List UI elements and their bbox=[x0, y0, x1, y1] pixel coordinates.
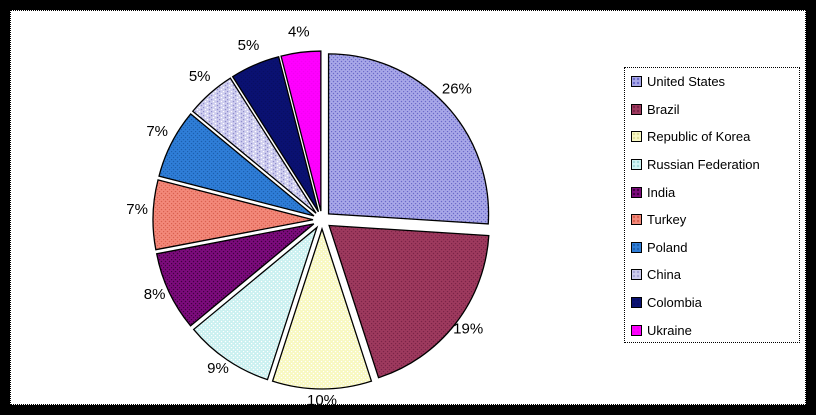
svg-text:8%: 8% bbox=[144, 286, 166, 303]
svg-text:7%: 7% bbox=[126, 201, 148, 218]
svg-text:5%: 5% bbox=[189, 68, 211, 85]
svg-text:10%: 10% bbox=[307, 392, 337, 409]
svg-text:19%: 19% bbox=[453, 320, 483, 337]
svg-text:4%: 4% bbox=[288, 24, 310, 41]
svg-text:26%: 26% bbox=[442, 80, 472, 97]
svg-text:9%: 9% bbox=[207, 360, 229, 377]
svg-text:7%: 7% bbox=[146, 123, 168, 140]
svg-text:5%: 5% bbox=[238, 37, 260, 54]
